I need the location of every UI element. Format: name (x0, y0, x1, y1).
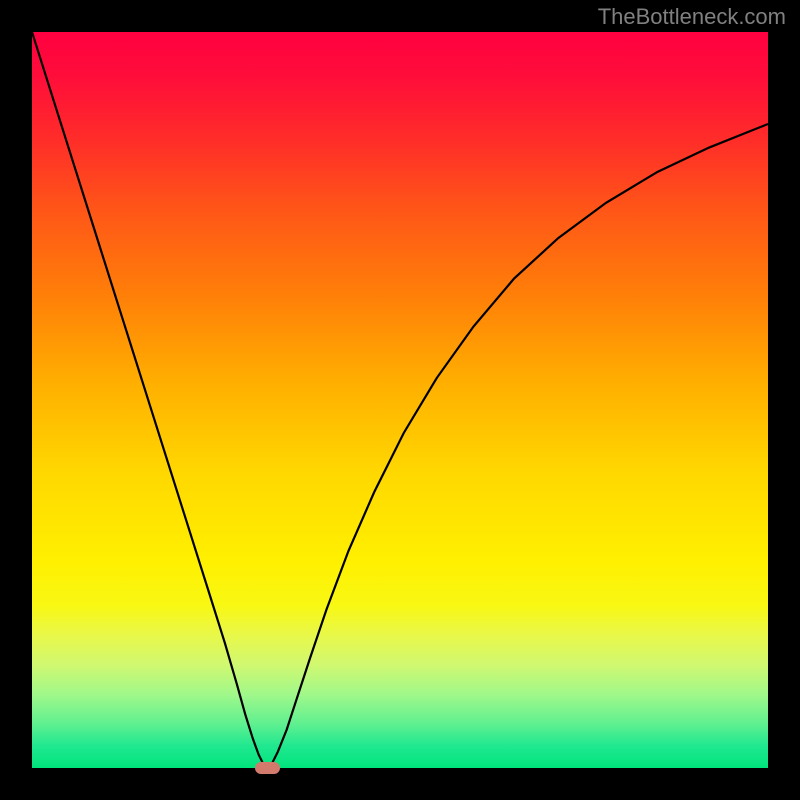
watermark-text: TheBottleneck.com (598, 4, 786, 30)
curve-layer (32, 32, 768, 768)
chart-container: { "watermark": { "text": "TheBottleneck.… (0, 0, 800, 800)
bottleneck-curve (32, 32, 768, 768)
plot-area (32, 32, 768, 768)
valley-marker (255, 762, 281, 774)
